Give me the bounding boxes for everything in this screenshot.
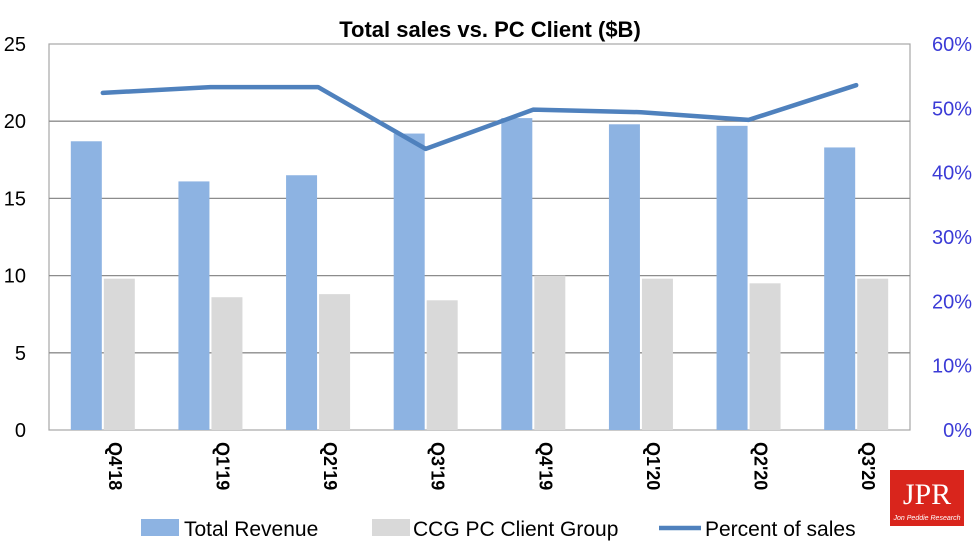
x-tick-label: Q3'20 (858, 442, 878, 490)
ccg-pc-client-bar (103, 278, 135, 430)
legend-swatch (141, 519, 179, 536)
jpr-logo: JPR Jon Peddie Research (890, 470, 964, 526)
ccg-pc-client-bar (857, 278, 889, 430)
logo-text: JPR (903, 478, 951, 511)
left-tick-label: 5 (15, 343, 26, 365)
total-revenue-bar (501, 118, 533, 430)
ccg-pc-client-bar (641, 278, 673, 430)
total-revenue-bar (824, 147, 856, 430)
total-revenue-bar (70, 141, 102, 430)
bars (70, 118, 889, 431)
right-axis-ticks: 0% 10% 20% 30% 40% 50% 60% (932, 34, 972, 442)
ccg-pc-client-bar (426, 300, 458, 430)
x-tick-label: Q1'19 (212, 442, 232, 490)
left-axis-ticks: 0 5 10 15 20 25 (4, 34, 26, 442)
left-tick-label: 0 (15, 420, 26, 442)
right-tick-label: 10% (932, 356, 972, 378)
x-tick-label: Q3'19 (428, 442, 448, 490)
chart-title: Total sales vs. PC Client ($B) (339, 17, 641, 42)
ccg-pc-client-bar (749, 283, 781, 430)
percent-of-sales-line (100, 82, 859, 152)
x-tick-label: Q2'20 (751, 442, 771, 490)
right-tick-label: 40% (932, 163, 972, 185)
total-revenue-bar (716, 125, 748, 430)
ccg-pc-client-bar (534, 275, 566, 430)
total-revenue-bar (178, 181, 210, 430)
x-tick-label: Q4'19 (535, 442, 555, 490)
gridlines (49, 120, 910, 354)
total-revenue-bar (286, 175, 318, 430)
left-tick-label: 15 (4, 188, 26, 210)
plot-area (48, 43, 911, 431)
logo-subtext: Jon Peddie Research (893, 515, 961, 522)
total-revenue-bar (393, 133, 425, 430)
left-tick-label: 25 (4, 34, 26, 56)
legend: Total Revenue CCG PC Client Group Percent … (141, 518, 856, 541)
x-tick-label: Q1'20 (643, 442, 663, 490)
ccg-pc-client-bar (211, 297, 243, 430)
right-tick-label: 0% (943, 420, 972, 442)
right-tick-label: 30% (932, 227, 972, 249)
legend-label: Percent of sales (705, 518, 856, 541)
legend-label: Total Revenue (184, 518, 318, 541)
left-tick-label: 10 (4, 266, 26, 288)
legend-swatch (372, 519, 410, 536)
right-tick-label: 20% (932, 291, 972, 313)
right-tick-label: 50% (932, 98, 972, 120)
legend-label: CCG PC Client Group (413, 518, 618, 541)
logo-background (890, 470, 964, 526)
percent-line (100, 82, 859, 152)
right-tick-label: 60% (932, 34, 972, 56)
x-tick-label: Q2'19 (320, 442, 340, 490)
ccg-pc-client-bar (319, 294, 351, 430)
left-tick-label: 20 (4, 111, 26, 133)
x-axis-ticks: Q4'18 Q1'19 Q2'19 Q3'19 Q4'19 Q1'20 Q2'20 Q3'20 (105, 442, 878, 490)
x-tick-label: Q4'18 (105, 442, 125, 490)
total-revenue-bar (608, 124, 640, 431)
plot-border (48, 43, 911, 431)
